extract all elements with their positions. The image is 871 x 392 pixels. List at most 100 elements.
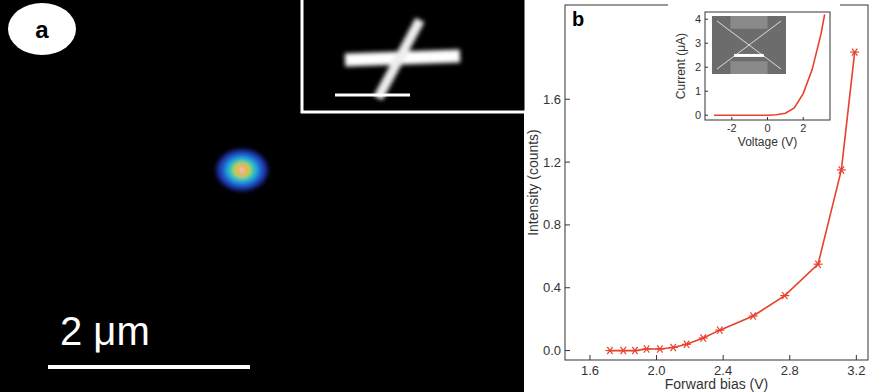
chart: -20201234Voltage (V)Current (μA) xyxy=(668,1,840,151)
wire xyxy=(717,21,781,69)
plot-frame xyxy=(705,12,830,120)
y-tick-label: 0.4 xyxy=(543,280,561,295)
marker xyxy=(814,261,823,268)
electrode xyxy=(731,16,768,29)
marker-stroke xyxy=(684,341,689,348)
emission-spot xyxy=(216,149,268,191)
marker xyxy=(780,292,789,299)
y-tick xyxy=(565,99,570,100)
marker-stroke xyxy=(607,347,612,354)
marker-stroke xyxy=(815,261,820,268)
inset-image xyxy=(302,0,526,112)
spot-ring xyxy=(234,163,250,177)
marker-stroke xyxy=(657,345,662,352)
marker-stroke xyxy=(607,347,612,354)
marker-stroke xyxy=(750,312,755,319)
y-tick-label: 1.6 xyxy=(543,92,561,107)
x-tick xyxy=(731,117,732,120)
marker xyxy=(642,345,651,352)
y-tick xyxy=(705,67,708,68)
marker-stroke xyxy=(657,345,662,352)
x-tick-label: -2 xyxy=(727,122,737,134)
x-tick xyxy=(723,355,724,360)
y-tick-label: 0 xyxy=(695,109,701,121)
marker xyxy=(655,345,664,352)
marker xyxy=(669,344,678,351)
marker xyxy=(605,347,614,354)
x-tick xyxy=(589,355,590,360)
marker-stroke xyxy=(782,292,787,299)
panel-a: a 2 μm xyxy=(0,0,526,392)
x-tick-label: 2.0 xyxy=(648,363,666,378)
x-tick xyxy=(767,117,768,120)
marker-stroke xyxy=(717,327,722,334)
spot-ring xyxy=(237,166,247,175)
y-tick xyxy=(565,350,570,351)
marker-stroke xyxy=(782,292,787,299)
x-tick xyxy=(789,355,790,360)
marker xyxy=(630,347,639,354)
marker-stroke xyxy=(684,341,689,348)
marker-stroke xyxy=(700,334,705,341)
marker-stroke xyxy=(852,49,857,56)
marker-stroke xyxy=(852,49,857,56)
y-tick-label: 3 xyxy=(695,37,701,49)
y-tick-label: 1.2 xyxy=(543,155,561,170)
marker-stroke xyxy=(632,347,637,354)
marker-stroke xyxy=(671,344,676,351)
spot-ring xyxy=(216,149,268,191)
scale-bar xyxy=(48,365,250,369)
x-tick-label: 3.2 xyxy=(847,363,865,378)
nanowire-cross xyxy=(345,20,460,98)
spot-ring xyxy=(226,157,258,183)
marker xyxy=(837,166,846,173)
x-axis-title: Forward bias (V) xyxy=(665,376,768,392)
x-tick xyxy=(656,355,657,360)
marker-stroke xyxy=(717,327,722,334)
spot-ring xyxy=(221,153,263,187)
scale-bar-label: 2 μm xyxy=(60,309,150,353)
panel-label: b xyxy=(572,8,584,30)
marker-stroke xyxy=(815,261,820,268)
image-background xyxy=(0,0,524,392)
sem-image xyxy=(712,16,786,74)
y-tick xyxy=(705,43,708,44)
y-axis-title: Current (μA) xyxy=(674,33,688,99)
marker xyxy=(699,334,708,341)
y-tick-label: 1 xyxy=(695,85,701,97)
marker-stroke xyxy=(700,334,705,341)
spot-ring xyxy=(240,168,245,173)
panel-label: a xyxy=(35,16,49,43)
marker-stroke xyxy=(621,347,626,354)
marker-stroke xyxy=(621,347,626,354)
wire xyxy=(717,21,781,69)
y-tick xyxy=(705,19,708,20)
marker-stroke xyxy=(644,345,649,352)
data-line xyxy=(714,14,825,115)
marker-stroke xyxy=(644,345,649,352)
x-tick-label: 0 xyxy=(764,122,770,134)
y-axis-title: Intensity (counts) xyxy=(525,129,541,236)
marker-stroke xyxy=(632,347,637,354)
x-axis-title: Voltage (V) xyxy=(738,135,797,149)
y-tick-label: 0.8 xyxy=(543,217,561,232)
figure: a2 μmb1.62.02.42.83.20.00.40.81.21.6Forw… xyxy=(0,0,871,392)
marker xyxy=(682,341,691,348)
marker-stroke xyxy=(839,166,844,173)
x-tick xyxy=(856,355,857,360)
marker xyxy=(715,327,724,334)
y-tick xyxy=(565,224,570,225)
y-tick xyxy=(565,162,570,163)
y-tick xyxy=(705,115,708,116)
data-group xyxy=(714,14,825,115)
y-tick xyxy=(565,287,570,288)
marker xyxy=(749,312,758,319)
y-tick-label: 0.0 xyxy=(543,343,561,358)
x-tick-label: 2 xyxy=(800,122,806,134)
spot-ring xyxy=(231,161,253,179)
electrode xyxy=(731,61,768,74)
y-tick-label: 2 xyxy=(695,61,701,73)
sem-scale-bar xyxy=(734,54,764,57)
label-badge xyxy=(8,3,76,55)
wire xyxy=(378,20,420,98)
